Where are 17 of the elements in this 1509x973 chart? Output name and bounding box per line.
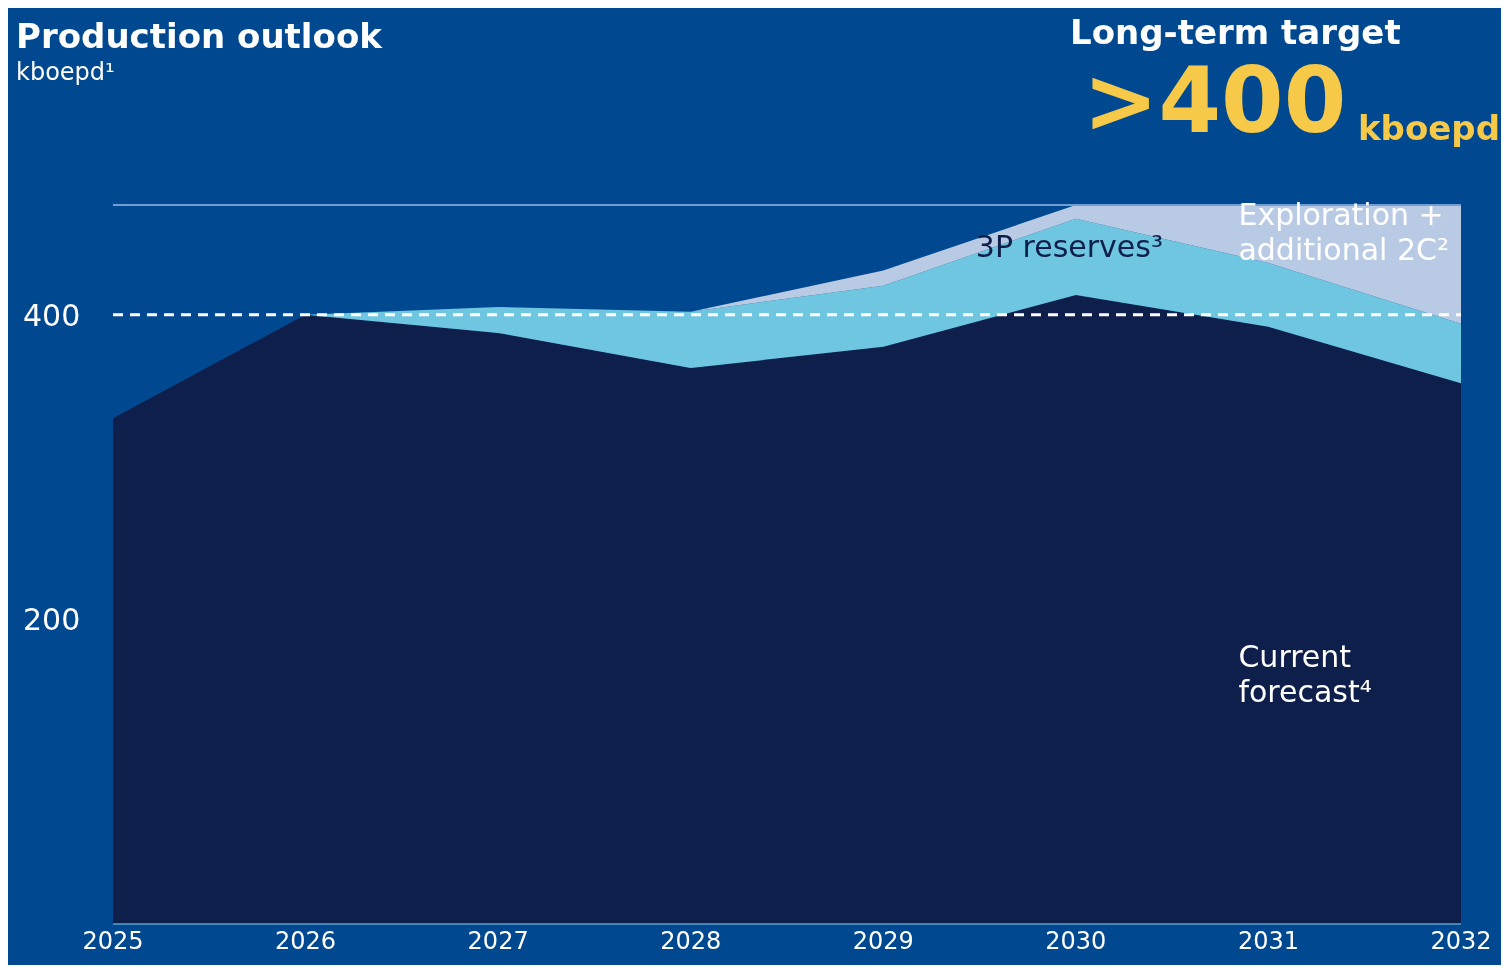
x-tick-label: 2029 [852, 927, 914, 956]
x-tick-label: 2028 [660, 927, 722, 956]
x-tick-label: 2032 [1430, 927, 1492, 956]
y-tick-label: 200 [23, 602, 81, 638]
x-tick-label: 2026 [275, 927, 337, 956]
text: kboepd [1358, 108, 1501, 148]
chart-title: Production outlook [16, 16, 382, 56]
text: Long-term target [1070, 12, 1401, 52]
x-tick-label: 2025 [82, 927, 144, 956]
x-tick-label: 2030 [1045, 927, 1107, 956]
y-tick-label: 400 [23, 297, 81, 333]
x-tick-label: 2031 [1237, 927, 1299, 956]
series-label: 3P reserves³ [975, 228, 1163, 264]
series-label: Current forecast⁴ [1238, 639, 1372, 710]
series-label: Exploration + additional 2C² [1238, 197, 1450, 267]
x-tick-label: 2027 [467, 927, 529, 956]
chart-subtitle: kboepd¹ [16, 58, 115, 86]
